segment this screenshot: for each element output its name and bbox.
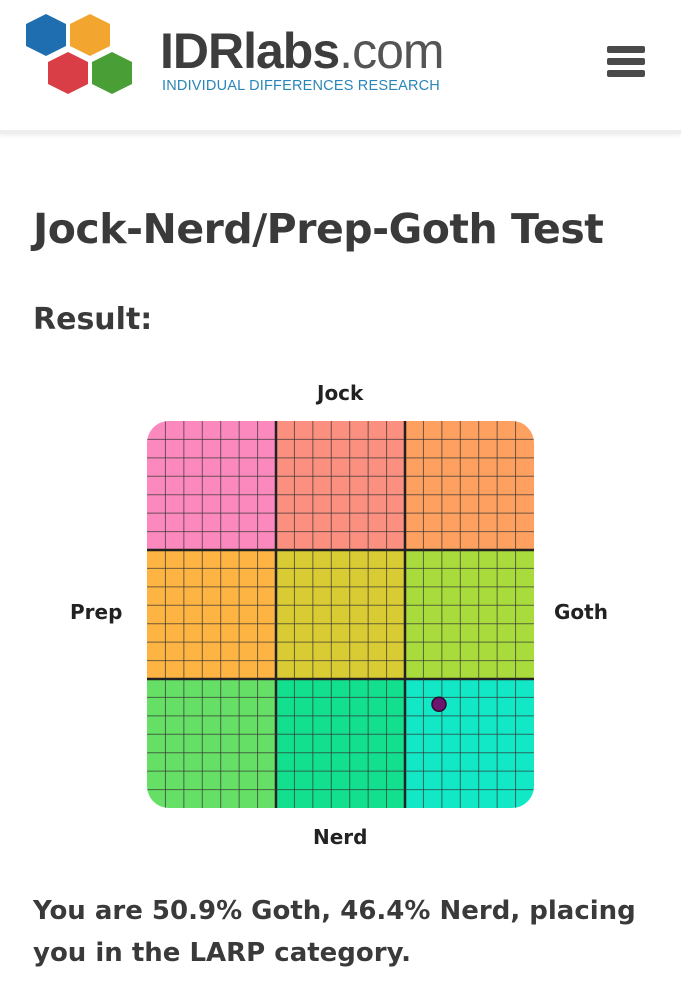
- region-2-1: [276, 679, 406, 808]
- logo-tagline: INDIVIDUAL DIFFERENCES RESEARCH: [162, 78, 440, 94]
- site-header: IDRlabs.com INDIVIDUAL DIFFERENCES RESEA…: [0, 0, 681, 134]
- result-point: [431, 696, 447, 713]
- region-0-1: [276, 421, 406, 551]
- logo-suffix: .com: [339, 23, 444, 79]
- region-2-2: [405, 679, 534, 808]
- page-title: Jock-Nerd/Prep-Goth Test: [33, 205, 604, 253]
- logo-wordmark: IDRlabs.com: [160, 23, 445, 79]
- logo-main: IDRlabs: [160, 23, 340, 79]
- region-1-2: [405, 550, 534, 680]
- region-1-1: [276, 550, 406, 680]
- result-label: Result:: [33, 302, 153, 337]
- idrlabs-logo[interactable]: IDRlabs.com INDIVIDUAL DIFFERENCES RESEA…: [22, 12, 462, 102]
- region-0-2: [405, 421, 534, 551]
- axis-label-left: Prep: [70, 600, 123, 624]
- region-1-0: [147, 550, 277, 680]
- result-summary: You are 50.9% Goth, 46.4% Nerd, placing …: [33, 896, 636, 968]
- axis-label-bottom: Nerd: [313, 825, 368, 849]
- hexagon-logo-icon: [26, 14, 132, 94]
- hamburger-menu-icon[interactable]: [607, 46, 645, 78]
- axis-label-right: Goth: [554, 600, 608, 624]
- political-compass-chart: [147, 421, 534, 808]
- axis-label-top: Jock: [317, 381, 364, 405]
- region-0-0: [147, 421, 277, 551]
- region-2-0: [147, 679, 277, 808]
